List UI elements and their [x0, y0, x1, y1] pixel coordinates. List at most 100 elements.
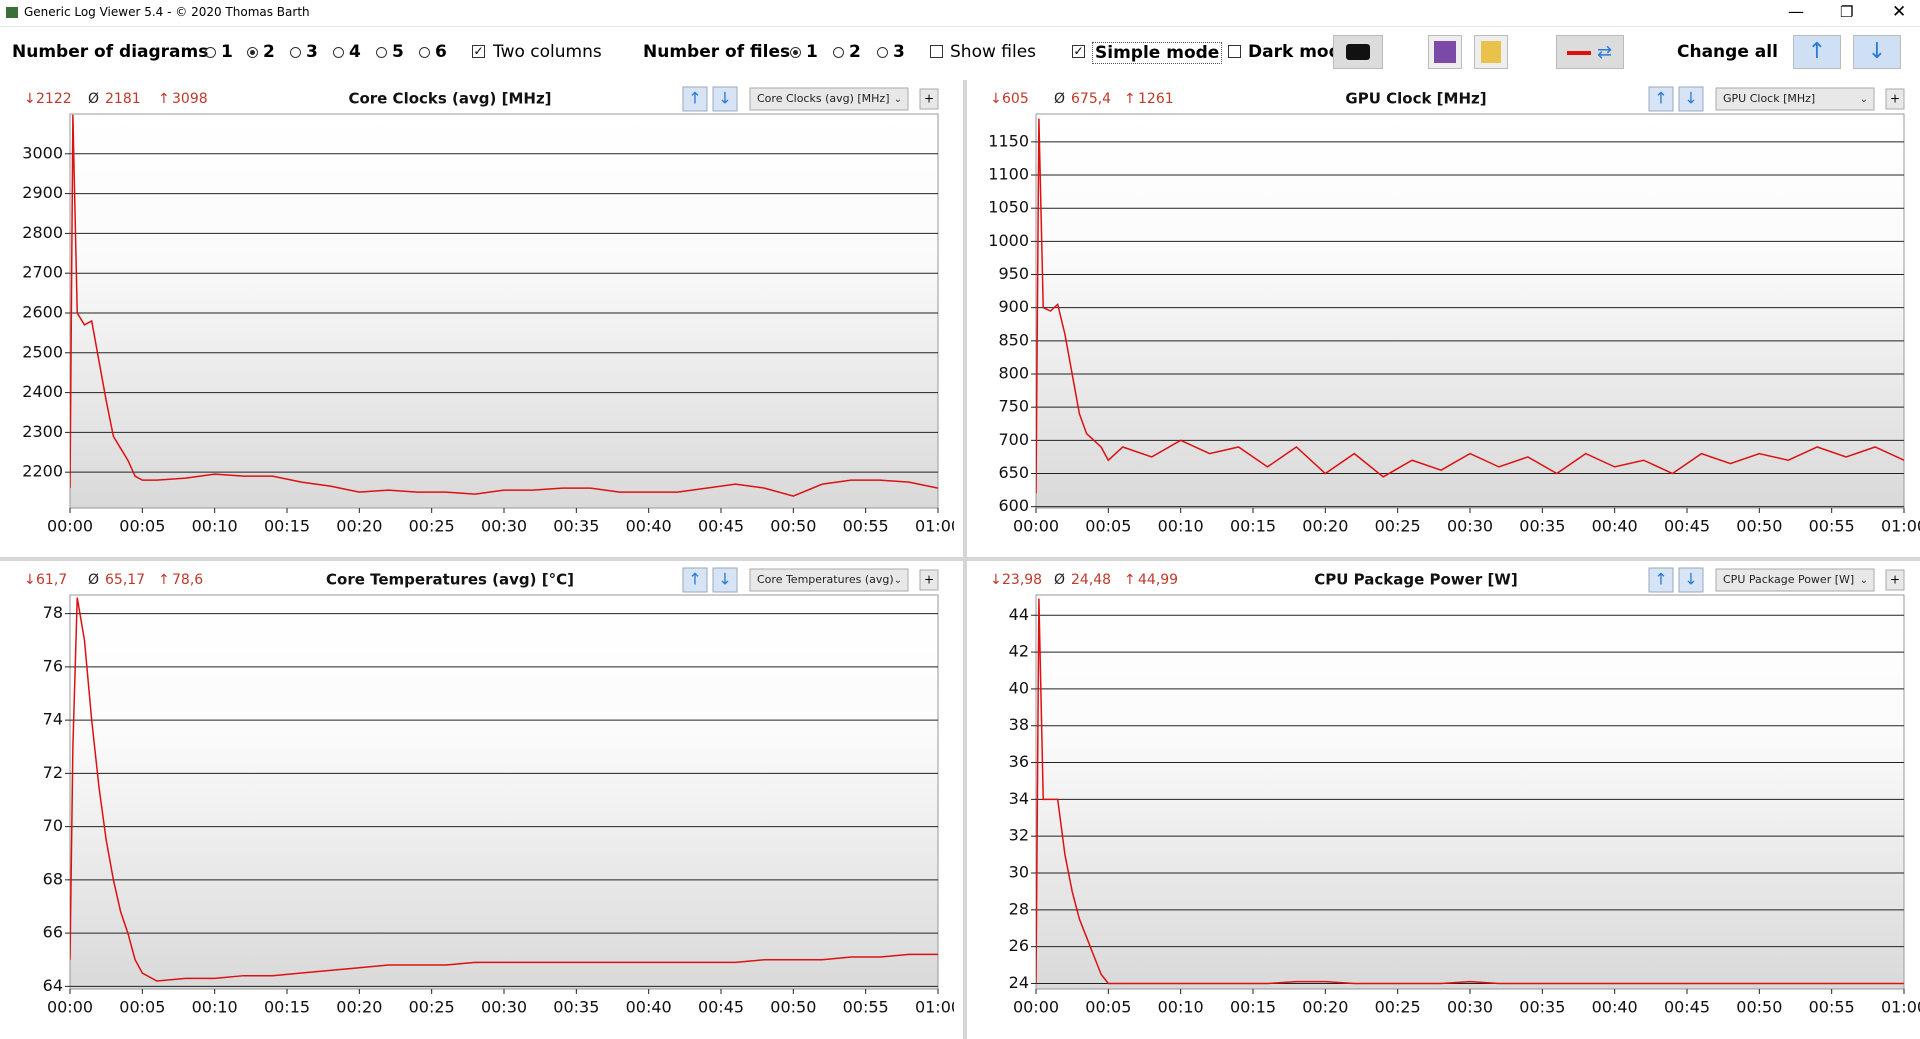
y-tick-label: 36	[1009, 752, 1029, 771]
radio-button[interactable]	[833, 47, 844, 58]
y-tick-label: 70	[43, 816, 63, 835]
data-line	[70, 114, 938, 497]
two-columns-checkbox[interactable]: ✓	[472, 44, 485, 58]
open-button[interactable]	[1474, 35, 1508, 69]
stat-avg: 2181	[105, 91, 141, 107]
add-button[interactable]	[919, 88, 939, 110]
radio-button[interactable]	[247, 47, 258, 58]
y-tick-label: 38	[1009, 715, 1029, 734]
y-tick-label: 1150	[988, 131, 1029, 150]
move-down-button[interactable]	[712, 86, 738, 112]
x-tick-label: 00:55	[1809, 998, 1855, 1017]
radio-label: 6	[435, 42, 447, 62]
y-tick-label: 3000	[22, 143, 63, 162]
swap-button[interactable]: ⇄	[1556, 35, 1624, 69]
radio-button[interactable]	[376, 47, 387, 58]
add-button[interactable]	[1885, 569, 1905, 591]
x-tick-label: 00:10	[192, 517, 238, 536]
radio-button[interactable]	[290, 47, 301, 58]
minimize-button[interactable]: —	[1788, 2, 1804, 21]
radio-button[interactable]	[419, 47, 430, 58]
x-tick-label: 00:25	[1375, 517, 1421, 536]
x-tick-label: 00:10	[192, 998, 238, 1017]
plot-area	[69, 113, 939, 509]
y-tick-label: 1000	[988, 231, 1029, 250]
move-down-button[interactable]	[712, 567, 738, 593]
move-up-button[interactable]	[682, 86, 708, 112]
y-tick-label: 74	[43, 710, 63, 729]
y-tick-label: 40	[1009, 678, 1029, 697]
y-tick-label: 30	[1009, 863, 1029, 882]
screenshot-button[interactable]	[1333, 35, 1383, 69]
y-tick-label: 2300	[22, 422, 63, 441]
x-tick-label: 00:00	[1013, 998, 1059, 1017]
move-up-all-button[interactable]: ↑	[1793, 35, 1841, 69]
series-dropdown[interactable]	[749, 87, 909, 111]
y-tick-label: 1050	[988, 198, 1029, 217]
add-icon: +	[924, 573, 934, 587]
x-tick-label: 00:40	[626, 517, 672, 536]
x-tick-label: 00:30	[481, 517, 527, 536]
x-tick-label: 00:45	[1664, 517, 1710, 536]
dropdown-arrow: ⌄	[894, 94, 902, 105]
add-button[interactable]	[919, 569, 939, 591]
stat-min: 23,98	[1002, 572, 1042, 588]
stat-max: 1261	[1138, 91, 1174, 107]
move-down-button[interactable]	[1678, 567, 1704, 593]
y-tick-label: 42	[1009, 642, 1029, 661]
app-icon	[6, 7, 18, 18]
avg-symbol: Ø	[88, 572, 99, 588]
radio-button[interactable]	[333, 47, 344, 58]
move-down-button[interactable]	[1678, 86, 1704, 112]
show-files-checkbox[interactable]	[930, 45, 943, 58]
up-icon: ↑	[1654, 89, 1667, 108]
move-down-all-button[interactable]: ↓	[1853, 35, 1901, 69]
y-tick-label: 700	[998, 430, 1029, 449]
radio-label: 2	[849, 42, 861, 62]
radio-button[interactable]	[205, 47, 216, 58]
restore-button[interactable]: ❐	[1840, 3, 1854, 21]
dark-mode-checkbox[interactable]	[1228, 45, 1241, 58]
y-tick-label: 76	[43, 656, 63, 675]
y-tick-label: 72	[43, 763, 63, 782]
close-button[interactable]: ✕	[1892, 2, 1907, 22]
dark-mode-label: Dark mod	[1248, 42, 1341, 62]
radio-button[interactable]	[790, 47, 801, 58]
stat-avg: 24,48	[1071, 572, 1111, 588]
radio-label: 5	[392, 42, 404, 62]
x-tick-label: 00:00	[47, 517, 93, 536]
y-tick-label: 900	[998, 297, 1029, 316]
add-icon: +	[1890, 92, 1900, 106]
x-tick-label: 00:40	[1592, 998, 1638, 1017]
min-arrow: ↓	[990, 572, 1002, 588]
x-tick-label: 00:30	[1447, 998, 1493, 1017]
plot-area	[69, 594, 939, 990]
x-tick-label: 00:00	[47, 998, 93, 1017]
up-icon: ↑	[688, 570, 701, 589]
stat-min: 2122	[36, 91, 72, 107]
series-dropdown[interactable]	[1715, 87, 1875, 111]
dropdown-arrow: ⌄	[894, 575, 902, 586]
save-button[interactable]	[1428, 35, 1462, 69]
x-tick-label: 00:10	[1158, 517, 1204, 536]
chart-title: Core Clocks (avg) [MHz]	[348, 90, 551, 108]
y-tick-label: 600	[998, 496, 1029, 515]
move-up-button[interactable]	[682, 567, 708, 593]
series-dropdown[interactable]	[1715, 568, 1875, 592]
move-up-button[interactable]	[1648, 86, 1674, 112]
radio-button[interactable]	[877, 47, 888, 58]
series-dropdown[interactable]	[749, 568, 909, 592]
add-button[interactable]	[1885, 88, 1905, 110]
max-arrow: ↑	[1124, 572, 1136, 588]
x-tick-label: 01:00	[915, 998, 954, 1017]
x-tick-label: 00:25	[409, 998, 455, 1017]
y-tick-label: 24	[1009, 973, 1029, 992]
dropdown-arrow: ⌄	[1860, 94, 1868, 105]
chart-panel: ↓ 2122 Ø 2181 ↑ 3098 Core Clocks (avg) [MHz] ↑ ↓…	[22, 86, 954, 536]
simple-mode-label: Simple mode	[1092, 42, 1223, 64]
simple-mode-checkbox[interactable]: ✓	[1072, 44, 1085, 58]
max-arrow: ↑	[1124, 91, 1136, 107]
x-tick-label: 00:25	[409, 517, 455, 536]
move-up-button[interactable]	[1648, 567, 1674, 593]
